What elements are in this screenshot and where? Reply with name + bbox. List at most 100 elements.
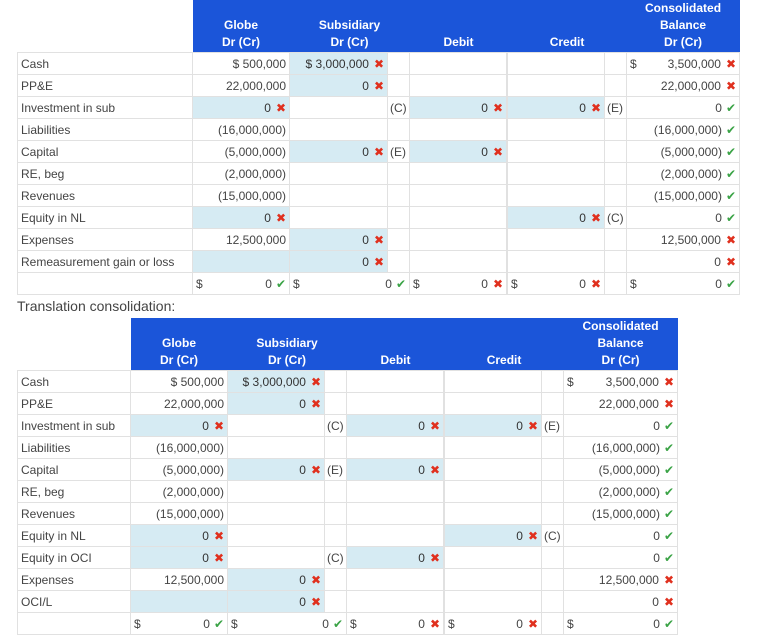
table-row: RE, beg (2,000,000) (2,000,000) ✔ (17, 162, 741, 185)
debit-cell[interactable] (346, 568, 445, 591)
consolidated-cell[interactable]: (15,000,000) ✔ (563, 502, 679, 525)
consolidated-cell[interactable]: 0 ✖ (626, 250, 741, 273)
globe-cell[interactable]: 0 ✖ (130, 524, 228, 547)
header-globe-line1: Globe (223, 18, 258, 32)
table-row: Equity in OCI 0 ✖ (C) 0 ✖ 0 ✔ (17, 546, 679, 569)
row-label-value: OCI/L (21, 594, 53, 609)
consolidated-cell[interactable]: 22,000,000 ✖ (563, 392, 679, 415)
globe-cell[interactable]: 0 ✖ (130, 546, 228, 569)
consolidated-cell[interactable]: 12,500,000 ✖ (626, 228, 741, 251)
consolidated-cell[interactable]: 0 ✔ (563, 414, 679, 437)
debit-cell[interactable] (409, 250, 508, 273)
debit-cell[interactable]: 0 ✖ (346, 414, 445, 437)
subsidiary-cell[interactable]: 0 ✖ (227, 590, 325, 613)
debit-cell[interactable] (346, 524, 445, 547)
consolidated-cell[interactable]: 0 ✔ (563, 524, 679, 547)
credit-cell[interactable] (444, 590, 543, 613)
incorrect-icon: ✖ (527, 418, 539, 433)
debit-ref-cell-value: (E) (390, 144, 406, 159)
credit-cell[interactable]: 0 ✖ (444, 414, 543, 437)
total-credit: $0 ✖ (444, 612, 543, 635)
debit-cell[interactable] (346, 392, 445, 415)
consolidated-cell[interactable]: (5,000,000) ✔ (626, 140, 741, 163)
consolidated-cell[interactable]: 0 ✔ (563, 546, 679, 569)
consolidated-cell-value: (16,000,000) (653, 122, 722, 137)
subsidiary-cell[interactable]: $ 3,000,000 ✖ (227, 370, 325, 393)
consolidated-cell[interactable]: (16,000,000) ✔ (563, 436, 679, 459)
debit-cell[interactable] (409, 52, 508, 75)
subsidiary-cell[interactable]: 0 ✖ (227, 458, 325, 481)
consolidated-cell[interactable]: $3,500,000 ✖ (626, 52, 741, 75)
credit-cell[interactable] (507, 228, 606, 251)
total-debit: $0 ✖ (346, 612, 445, 635)
consolidated-cell[interactable]: 0 ✔ (626, 206, 741, 229)
credit-ref-cell (604, 228, 628, 251)
credit-cell[interactable] (507, 74, 606, 97)
debit-cell[interactable] (409, 206, 508, 229)
debit-cell[interactable]: 0 ✖ (409, 140, 508, 163)
globe-cell[interactable] (192, 250, 290, 273)
consolidated-cell[interactable]: $3,500,000 ✖ (563, 370, 679, 393)
consolidated-cell[interactable]: (5,000,000) ✔ (563, 458, 679, 481)
debit-cell[interactable] (409, 228, 508, 251)
subsidiary-cell[interactable]: 0 ✖ (289, 228, 388, 251)
credit-cell[interactable] (507, 140, 606, 163)
credit-cell[interactable] (444, 436, 543, 459)
consolidated-cell[interactable]: (15,000,000) ✔ (626, 184, 741, 207)
globe-cell: (2,000,000) (130, 480, 228, 503)
credit-cell[interactable] (444, 458, 543, 481)
credit-cell[interactable]: 0 ✖ (507, 206, 606, 229)
subsidiary-cell[interactable]: 0 ✖ (289, 74, 388, 97)
consolidated-cell[interactable]: 12,500,000 ✖ (563, 568, 679, 591)
credit-cell[interactable] (444, 392, 543, 415)
credit-cell[interactable]: 0 ✖ (444, 524, 543, 547)
credit-cell[interactable] (507, 52, 606, 75)
globe-cell-value: 0 (202, 550, 209, 565)
debit-cell[interactable]: 0 ✖ (346, 546, 445, 569)
subsidiary-cell[interactable]: 0 ✖ (289, 140, 388, 163)
consolidated-cell[interactable]: 0 ✔ (626, 96, 741, 119)
debit-cell[interactable] (409, 74, 508, 97)
globe-cell[interactable]: 0 ✖ (192, 206, 290, 229)
debit-ref-cell (323, 502, 348, 525)
debit-cell[interactable] (409, 162, 508, 185)
debit-cell[interactable] (346, 590, 445, 613)
debit-cell[interactable]: 0 ✖ (346, 458, 445, 481)
debit-cell[interactable] (409, 118, 508, 141)
globe-cell[interactable]: 0 ✖ (130, 414, 228, 437)
globe-cell[interactable] (130, 590, 228, 613)
subsidiary-cell[interactable]: $ 3,000,000 ✖ (289, 52, 388, 75)
consolidated-cell[interactable]: 22,000,000 ✖ (626, 74, 741, 97)
credit-cell[interactable] (444, 480, 543, 503)
debit-cell[interactable] (346, 502, 445, 525)
credit-cell[interactable] (507, 184, 606, 207)
subsidiary-cell[interactable]: 0 ✖ (227, 392, 325, 415)
subsidiary-cell[interactable]: 0 ✖ (289, 250, 388, 273)
credit-cell[interactable] (507, 250, 606, 273)
debit-cell[interactable]: 0 ✖ (409, 96, 508, 119)
credit-cell[interactable] (507, 118, 606, 141)
row-label: Investment in sub (17, 414, 131, 437)
globe-cell[interactable]: 0 ✖ (192, 96, 290, 119)
debit-cell[interactable] (346, 370, 445, 393)
consolidated-cell[interactable]: (2,000,000) ✔ (563, 480, 679, 503)
debit-cell[interactable] (346, 480, 445, 503)
table-row: Cash $ 500,000 $ 3,000,000 ✖ $3,500,000 ✖ (17, 52, 741, 75)
credit-cell[interactable] (444, 370, 543, 393)
incorrect-icon: ✖ (275, 210, 286, 225)
debit-cell[interactable] (409, 184, 508, 207)
credit-cell[interactable]: 0 ✖ (507, 96, 606, 119)
consolidated-cell[interactable]: 0 ✖ (563, 590, 679, 613)
credit-cell[interactable] (507, 162, 606, 185)
subsidiary-cell[interactable]: 0 ✖ (227, 568, 325, 591)
consolidated-cell[interactable]: (2,000,000) ✔ (626, 162, 741, 185)
credit-cell[interactable] (444, 568, 543, 591)
subsidiary-cell-value: 0 (299, 396, 306, 411)
subsidiary-cell (227, 502, 325, 525)
consolidated-cell-value: 3,500,000 (605, 374, 659, 389)
consolidated-cell[interactable]: (16,000,000) ✔ (626, 118, 741, 141)
credit-cell[interactable] (444, 502, 543, 525)
total-credit: $0 ✖ (507, 272, 606, 295)
debit-cell[interactable] (346, 436, 445, 459)
credit-cell[interactable] (444, 546, 543, 569)
